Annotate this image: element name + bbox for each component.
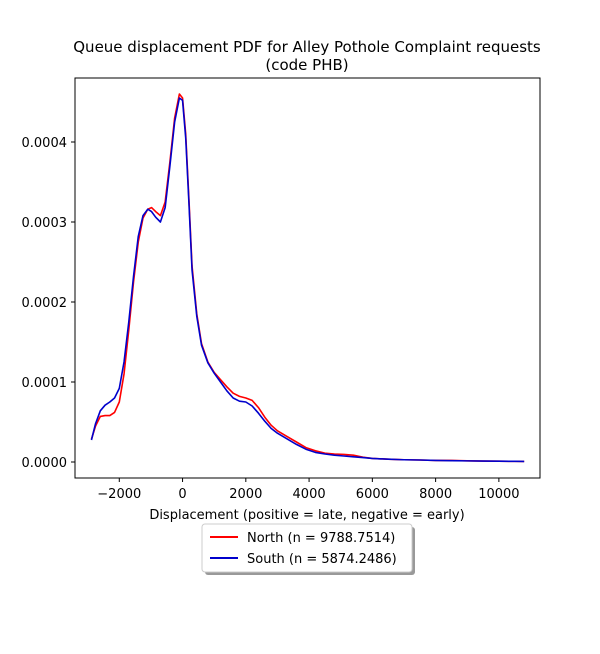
- plot-lines: [90, 93, 525, 463]
- legend-label-north: North (n = 9788.7514): [247, 531, 395, 546]
- legend-label-south: South (n = 5874.2486): [247, 552, 397, 567]
- chart-title-line1: Queue displacement PDF for Alley Pothole…: [73, 38, 541, 56]
- x-tick-label: 6000: [356, 487, 389, 502]
- y-tick-label: 0.0001: [22, 376, 68, 391]
- y-tick-label: 0.0004: [22, 136, 68, 151]
- x-tick-label: 2000: [229, 487, 262, 502]
- x-tick-label: 8000: [419, 487, 452, 502]
- x-tick-label: 4000: [293, 487, 326, 502]
- y-tick-label: 0.0000: [22, 456, 68, 471]
- x-tick-label: −2000: [97, 487, 141, 502]
- y-tick-label: 0.0003: [22, 216, 68, 231]
- y-tick-label: 0.0002: [22, 296, 68, 311]
- series-line-south: [90, 97, 525, 463]
- y-axis: 0.0000 0.0001 0.0002 0.0003 0.0004: [22, 136, 75, 471]
- x-tick-label: 10000: [478, 487, 519, 502]
- x-axis-label: Displacement (positive = late, negative …: [149, 508, 464, 523]
- x-tick-label: 0: [178, 487, 186, 502]
- legend-box: [201, 523, 413, 573]
- legend: North (n = 9788.7514) South (n = 5874.24…: [201, 523, 415, 575]
- chart-title-line2: (code PHB): [265, 56, 348, 74]
- x-axis: −2000 0 2000 4000 6000 8000 10000: [97, 478, 520, 502]
- plot-frame: [74, 77, 541, 479]
